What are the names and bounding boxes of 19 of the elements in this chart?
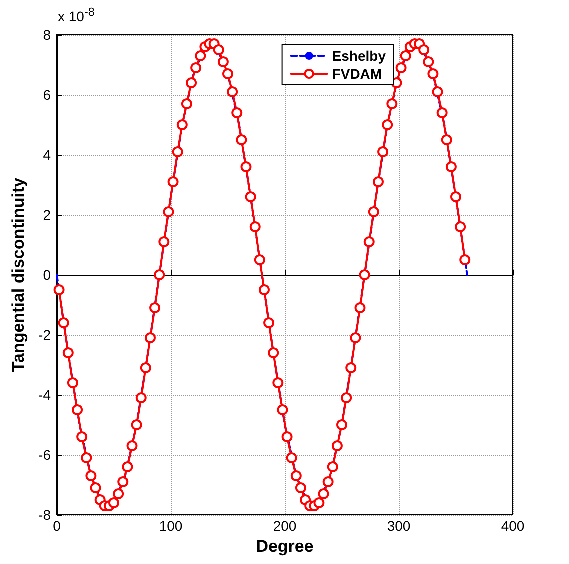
x-axis-title: Degree xyxy=(256,536,314,556)
legend-label: Eshelby xyxy=(332,48,386,64)
x-tick-label: 300 xyxy=(387,518,411,534)
x-tick-label: 200 xyxy=(273,518,297,534)
y-tick-label: -8 xyxy=(38,507,52,523)
y-tick-label: -4 xyxy=(38,387,52,403)
y-tick-label: 8 xyxy=(43,27,52,43)
x-tick-label: 400 xyxy=(501,518,525,534)
x-tick-label: 0 xyxy=(53,518,62,534)
y-axis-title: Tangential discontinuity xyxy=(9,177,28,372)
y-tick-label: -2 xyxy=(38,327,52,343)
y-tick-label: 4 xyxy=(43,147,52,163)
y-tick-label: -6 xyxy=(38,447,52,463)
text: x 10$^{-8}$ xyxy=(58,6,95,25)
legend-label: FVDAM xyxy=(332,66,382,82)
y-tick-label: 0 xyxy=(43,267,52,283)
y-tick-label: 2 xyxy=(43,207,52,223)
y-tick-label: 6 xyxy=(43,87,52,103)
x-tick-label: 100 xyxy=(159,518,183,534)
